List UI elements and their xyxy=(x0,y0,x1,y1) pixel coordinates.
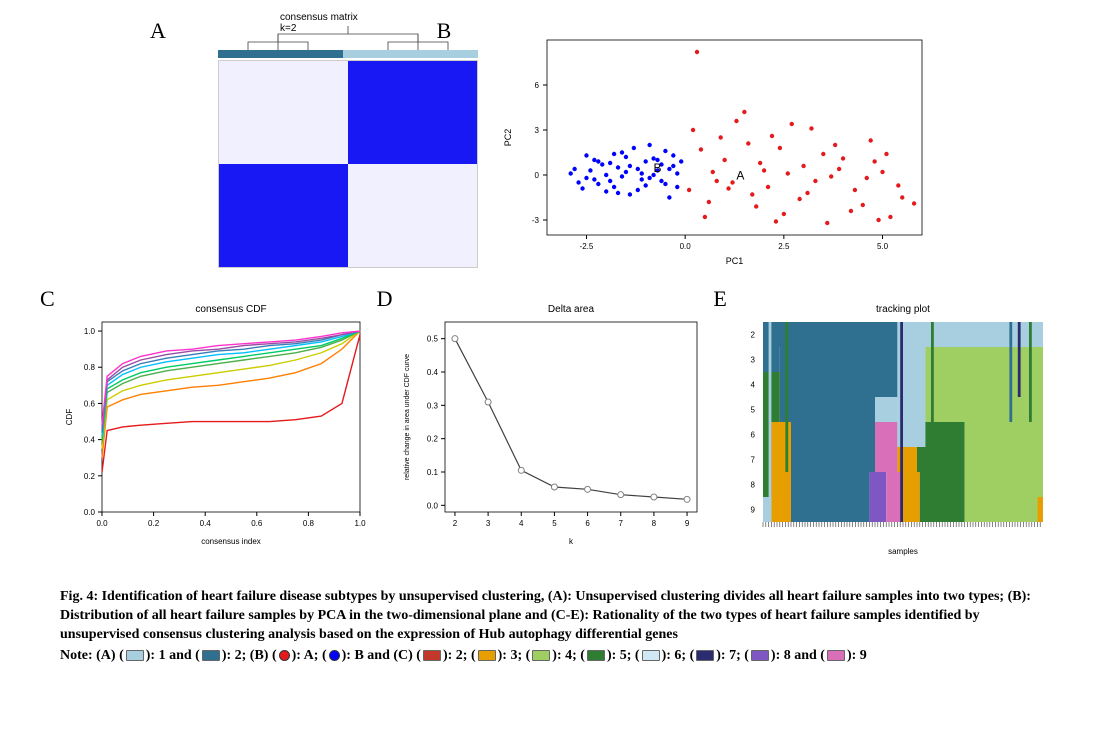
note-bA: ): A; ( xyxy=(292,648,327,663)
svg-text:0.0: 0.0 xyxy=(679,242,691,251)
svg-text:0.8: 0.8 xyxy=(303,519,315,528)
svg-text:7: 7 xyxy=(618,519,623,528)
cdf-chart: consensus CDF 0.0 0.2 0.4 0.6 0.8 1.0 0.0 0.2 0.4… xyxy=(60,300,370,550)
note-c4: ): 4; ( xyxy=(552,648,585,663)
svg-text:0.0: 0.0 xyxy=(427,501,439,510)
pca-scatter: -2.5 0.0 2.5 5.0 -3 0 3 6 PC1 PC2 A B xyxy=(497,30,937,270)
svg-text:0.3: 0.3 xyxy=(427,401,439,410)
svg-text:samples: samples xyxy=(888,547,918,556)
panel-d-label: D xyxy=(377,286,393,312)
svg-text:0.0: 0.0 xyxy=(84,508,96,517)
panel-e-label: E xyxy=(713,286,726,312)
panel-b: B -2.5 0.0 2.5 5.0 -3 0 3 6 PC1 PC2 A B xyxy=(397,10,1050,280)
swatch-c3 xyxy=(478,650,496,661)
swatch-c8 xyxy=(751,650,769,661)
svg-text:tracking plot: tracking plot xyxy=(876,304,930,315)
svg-text:k: k xyxy=(569,537,574,546)
svg-text:PC1: PC1 xyxy=(725,256,743,266)
svg-text:2: 2 xyxy=(751,331,756,340)
svg-text:0.5: 0.5 xyxy=(427,335,439,344)
svg-text:0.2: 0.2 xyxy=(427,435,439,444)
note-bB: ): B and (C) ( xyxy=(342,648,421,663)
svg-text:2.5: 2.5 xyxy=(778,242,790,251)
note-c8: ): 8 and ( xyxy=(771,648,825,663)
swatch-c9 xyxy=(827,650,845,661)
svg-text:6: 6 xyxy=(585,519,590,528)
svg-text:0.8: 0.8 xyxy=(84,363,96,372)
svg-text:0: 0 xyxy=(534,171,539,180)
caption-main: Fig. 4: Identification of heart failure … xyxy=(60,588,1050,645)
dot-bA xyxy=(279,650,290,661)
svg-text:Delta area: Delta area xyxy=(548,304,595,315)
figure-grid: A consensus matrix k=2 B -2.5 0.0 2.5 5.0 -3… xyxy=(60,10,1050,666)
svg-text:9: 9 xyxy=(751,506,756,515)
svg-text:consensus index: consensus index xyxy=(201,537,261,546)
svg-text:3: 3 xyxy=(751,356,756,365)
svg-text:0.4: 0.4 xyxy=(427,368,439,377)
svg-text:0.6: 0.6 xyxy=(84,399,96,408)
swatch-c5 xyxy=(587,650,605,661)
swatch-c6 xyxy=(642,650,660,661)
figure-caption: Fig. 4: Identification of heart failure … xyxy=(60,580,1050,666)
tracking-chart: tracking plot 2 3 4 5 6 7 8 9 samples xyxy=(733,300,1053,560)
svg-text:0.1: 0.1 xyxy=(427,468,439,477)
svg-text:5: 5 xyxy=(751,406,756,415)
panel-c-label: C xyxy=(40,286,55,312)
svg-text:1.0: 1.0 xyxy=(354,519,366,528)
svg-text:6: 6 xyxy=(751,431,756,440)
svg-text:-2.5: -2.5 xyxy=(579,242,593,251)
svg-text:CDF: CDF xyxy=(65,409,74,426)
note-c6: ): 6; ( xyxy=(662,648,695,663)
svg-text:1.0: 1.0 xyxy=(84,327,96,336)
note-prefix: Note: (A) ( xyxy=(60,648,124,663)
note-a2: ): 2; (B) ( xyxy=(222,648,277,663)
svg-text:0.0: 0.0 xyxy=(96,519,108,528)
panel-c: C consensus CDF0.00.20.40.60.81.00.00.20… xyxy=(60,290,377,570)
svg-text:0.4: 0.4 xyxy=(84,436,96,445)
svg-text:consensus CDF: consensus CDF xyxy=(195,304,266,315)
svg-text:3: 3 xyxy=(534,126,539,135)
svg-text:7: 7 xyxy=(751,456,756,465)
note-c9: ): 9 xyxy=(847,648,867,663)
swatch-c7 xyxy=(696,650,714,661)
swatch-a2 xyxy=(202,650,220,661)
svg-text:relative change in area under: relative change in area under CDF curve xyxy=(404,354,411,480)
svg-text:-3: -3 xyxy=(532,216,540,225)
svg-text:8: 8 xyxy=(651,519,656,528)
swatch-c2 xyxy=(423,650,441,661)
svg-text:B: B xyxy=(653,161,661,175)
dot-bB xyxy=(329,650,340,661)
note-c5: ): 5; ( xyxy=(607,648,640,663)
svg-text:6: 6 xyxy=(534,81,539,90)
svg-text:PC2: PC2 xyxy=(503,129,513,147)
swatch-a1 xyxy=(126,650,144,661)
note-c3: ): 3; ( xyxy=(498,648,531,663)
svg-text:4: 4 xyxy=(519,519,524,528)
note-c2: ): 2; ( xyxy=(443,648,476,663)
svg-text:3: 3 xyxy=(486,519,491,528)
svg-text:8: 8 xyxy=(751,481,756,490)
cm-block-tl xyxy=(219,61,348,164)
note-a1: ): 1 and ( xyxy=(146,648,200,663)
svg-text:0.2: 0.2 xyxy=(148,519,160,528)
caption-note: Note: (A) ( ): 1 and ( ): 2; (B) ( ): A; ()… xyxy=(60,647,1050,666)
panel-d: D Delta area234567890.00.10.20.30.40.5kr… xyxy=(397,290,714,570)
panel-a-label: A xyxy=(150,18,166,44)
svg-text:9: 9 xyxy=(684,519,689,528)
swatch-c4 xyxy=(532,650,550,661)
svg-text:A: A xyxy=(736,169,744,183)
svg-text:0.6: 0.6 xyxy=(251,519,263,528)
svg-text:4: 4 xyxy=(751,381,756,390)
svg-text:0.4: 0.4 xyxy=(200,519,212,528)
delta-chart: Delta area 2 3 4 5 6 7 8 9 0.0 0.1 0.2 0.3 0.4 0.5 k rel… xyxy=(397,300,707,550)
note-c7: ): 7; ( xyxy=(716,648,749,663)
panel-b-label: B xyxy=(437,18,452,44)
svg-text:2: 2 xyxy=(452,519,457,528)
panel-e: E tracking plot23456789samples xyxy=(733,290,1050,570)
cm-block-bl xyxy=(219,164,348,267)
svg-text:5: 5 xyxy=(552,519,557,528)
svg-text:5.0: 5.0 xyxy=(877,242,889,251)
svg-text:0.2: 0.2 xyxy=(84,472,96,481)
panel-a: A consensus matrix k=2 xyxy=(60,10,377,280)
